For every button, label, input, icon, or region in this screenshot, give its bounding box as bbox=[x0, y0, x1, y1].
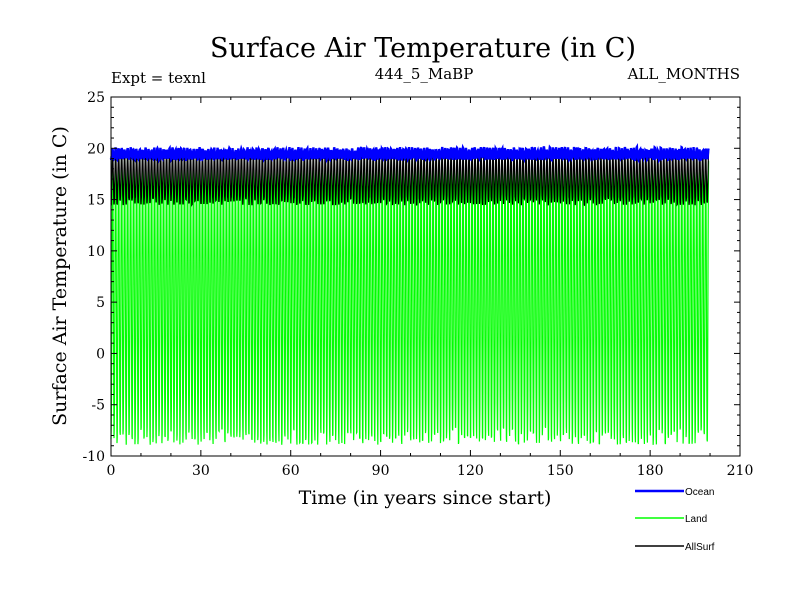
x-tick-label: 30 bbox=[192, 463, 210, 479]
legend-label-land: Land bbox=[685, 514, 707, 525]
y-tick-label: 10 bbox=[87, 244, 105, 260]
series-layer bbox=[109, 142, 710, 445]
series-line-land bbox=[110, 154, 710, 445]
legend-label-ocean: Ocean bbox=[685, 487, 714, 498]
legend-label-allsurf: AllSurf bbox=[685, 542, 715, 553]
y-tick-label: 5 bbox=[96, 295, 105, 311]
y-axis-ticks: -10 -5 0 5 10 15 20 25 bbox=[82, 90, 740, 465]
chart-subtitle-left: Expt = texnl bbox=[111, 69, 206, 87]
x-tick-label: 90 bbox=[372, 463, 390, 479]
series-line-ocean bbox=[109, 142, 710, 164]
y-tick-label: 25 bbox=[87, 90, 105, 106]
x-tick-label: 150 bbox=[547, 463, 574, 479]
chart-title: Surface Air Temperature (in C) bbox=[210, 33, 636, 64]
x-tick-label: 60 bbox=[282, 463, 300, 479]
chart-subtitle-center: 444_5_MaBP bbox=[375, 65, 474, 83]
x-tick-label: 0 bbox=[107, 463, 116, 479]
y-tick-label: 20 bbox=[87, 141, 105, 157]
plot-area bbox=[109, 142, 710, 445]
x-axis-ticks: 0 30 60 90 120 150 180 210 bbox=[107, 97, 754, 479]
y-tick-label: -10 bbox=[82, 449, 105, 465]
y-tick-label: -5 bbox=[91, 398, 105, 414]
y-tick-label: 15 bbox=[87, 193, 105, 209]
x-tick-label: 180 bbox=[637, 463, 664, 479]
plot-frame bbox=[110, 96, 741, 457]
chart-subtitle-right: ALL_MONTHS bbox=[627, 65, 740, 83]
legend: Ocean Land AllSurf bbox=[635, 487, 715, 553]
y-tick-label: 0 bbox=[96, 346, 105, 362]
x-axis-label: Time (in years since start) bbox=[299, 487, 552, 509]
x-tick-label: 210 bbox=[727, 463, 754, 479]
series-line-allsurf bbox=[110, 149, 710, 208]
x-tick-label: 120 bbox=[457, 463, 484, 479]
y-axis-label: Surface Air Temperature (in C) bbox=[49, 126, 71, 426]
